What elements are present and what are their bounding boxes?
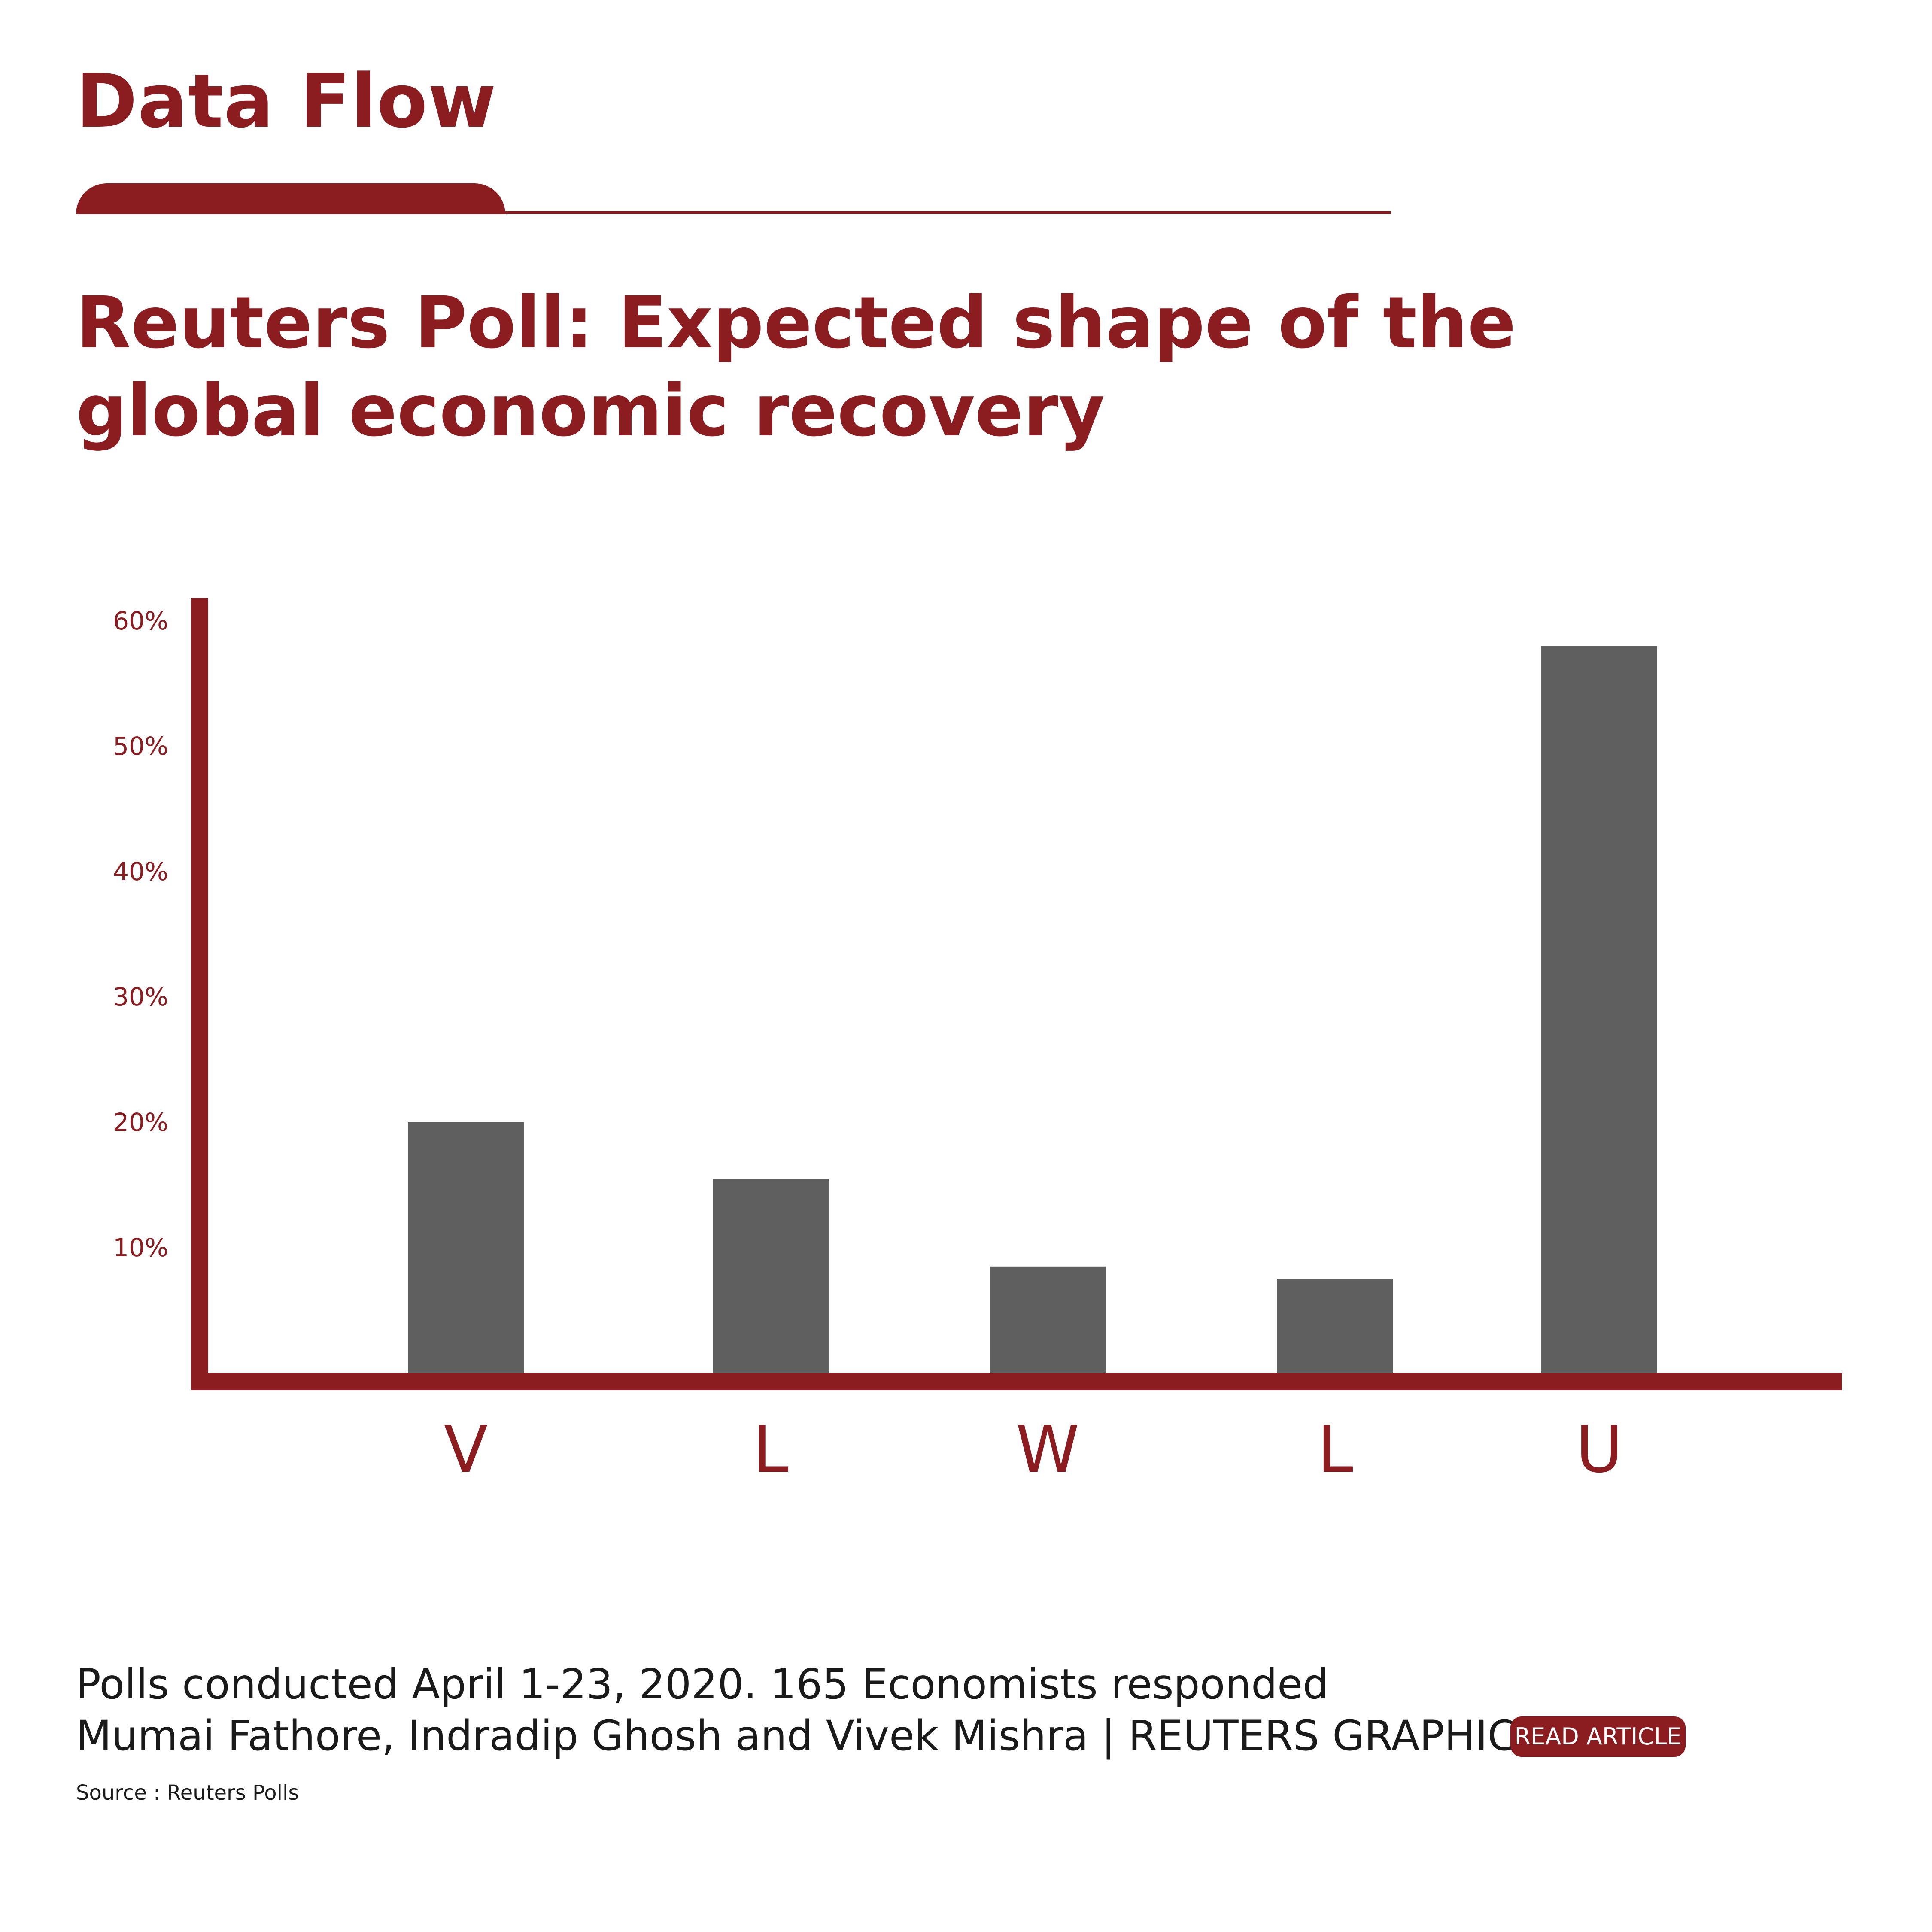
- y-tick-label: 10%: [113, 1233, 168, 1262]
- x-category-label: W: [1016, 1413, 1079, 1487]
- bars-group: [408, 646, 1657, 1373]
- y-tick-label: 50%: [113, 732, 168, 761]
- bar-u-5: [1541, 646, 1657, 1373]
- chart-title: Reuters Poll: Expected shape of the glob…: [76, 282, 1516, 453]
- x-category-label: U: [1576, 1413, 1623, 1487]
- y-tick-label: 60%: [113, 606, 168, 635]
- graphic-credit: Mumai Fathore, Indradip Ghosh and Vivek …: [76, 1712, 1516, 1760]
- y-tick-label: 30%: [113, 982, 168, 1012]
- bar-w-3: [990, 1266, 1106, 1373]
- y-axis-line: [191, 598, 208, 1390]
- bar-l-4: [1277, 1279, 1393, 1373]
- bar-l-2: [713, 1179, 829, 1373]
- x-category-label: V: [444, 1413, 488, 1487]
- source-note: Source : Reuters Polls: [76, 1781, 299, 1805]
- y-tick-label: 40%: [113, 857, 168, 886]
- x-category-label: L: [753, 1413, 789, 1487]
- poll-notes: Polls conducted April 1-23, 2020. 165 Ec…: [76, 1660, 1329, 1708]
- bar-v-1: [408, 1122, 524, 1373]
- header-rule-line: [76, 211, 1391, 214]
- read-article-button[interactable]: READ ARTICLE: [1510, 1716, 1686, 1757]
- header-rule-accent: [76, 183, 505, 214]
- x-category-label: L: [1317, 1413, 1353, 1487]
- y-axis-tick-labels: 10% 20% 30% 40% 50% 60%: [113, 606, 168, 1262]
- x-axis-line: [191, 1373, 1842, 1390]
- y-tick-label: 20%: [113, 1108, 168, 1137]
- brand-title: Data Flow: [76, 58, 497, 144]
